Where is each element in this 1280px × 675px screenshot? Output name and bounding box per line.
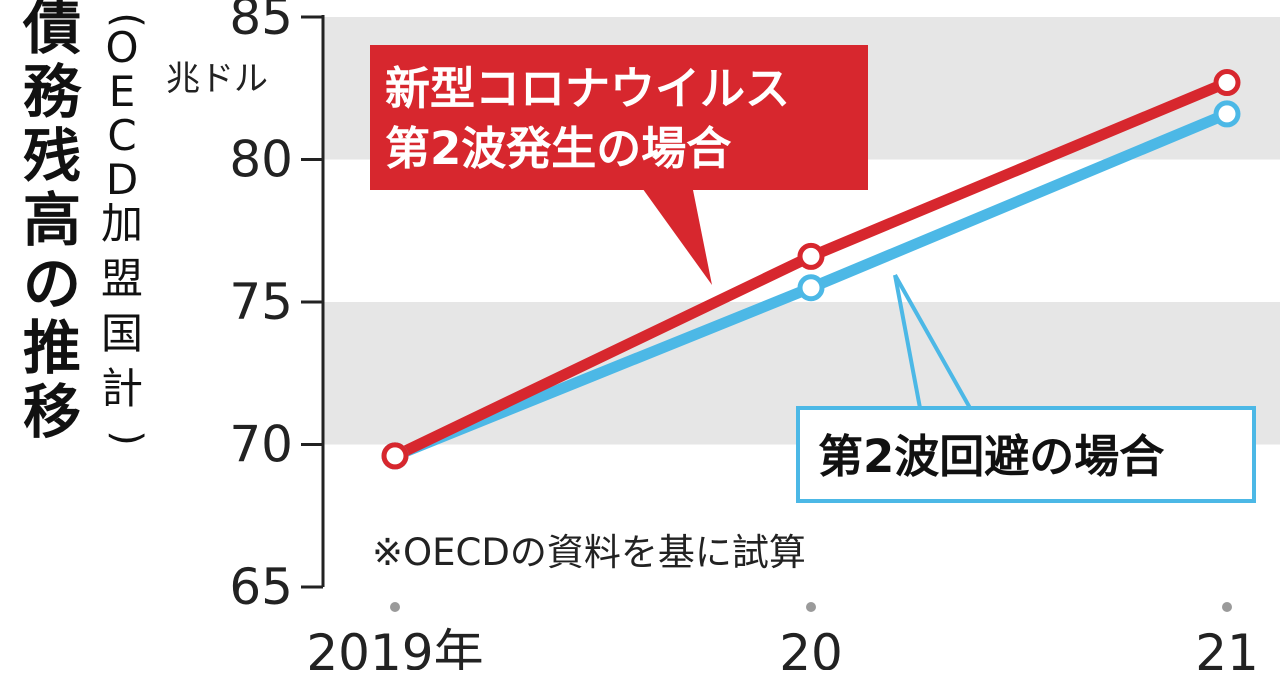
y-tick-label: 75 <box>229 273 293 331</box>
series-point <box>800 277 822 299</box>
chart-subtitle-char: C <box>107 111 136 160</box>
series-point <box>1216 72 1238 94</box>
source-note: ※OECDの資料を基に試算 <box>372 531 806 574</box>
chart-subtitle-char: 加 <box>101 199 143 248</box>
chart-title-char: 債 <box>22 0 81 62</box>
y-tick-label: 80 <box>229 131 293 189</box>
chart-title-char: 務 <box>23 58 82 126</box>
red-series-label: 新型コロナウイルス <box>385 62 790 115</box>
blue-series-label: 第2波回避の場合 <box>818 430 1164 483</box>
series-point <box>1216 103 1238 125</box>
x-tick-dot <box>390 602 400 612</box>
chart-subtitle-char: D <box>106 155 138 204</box>
chart-subtitle-char: ) <box>104 430 150 446</box>
y-tick-label: 65 <box>229 558 293 616</box>
chart-title-char: の <box>23 250 81 318</box>
series-point <box>800 245 822 267</box>
x-tick-dot <box>1222 602 1232 612</box>
y-tick-label: 85 <box>229 0 293 46</box>
unit-label: 兆ドル <box>166 59 268 99</box>
x-tick-dot <box>806 602 816 612</box>
y-tick-label: 70 <box>229 416 293 474</box>
chart-subtitle-char: E <box>109 67 136 116</box>
x-tick-label: 21 <box>1195 624 1259 670</box>
chart-title-char: 高 <box>23 186 81 254</box>
x-tick-label: 20 <box>779 624 843 670</box>
chart-title-char: 移 <box>23 378 81 446</box>
series-point <box>384 445 406 467</box>
x-tick-label: 2019年 <box>306 624 483 670</box>
chart-title-char: 推 <box>23 314 81 382</box>
chart-subtitle-char: 計 <box>101 364 143 413</box>
red-series-label: 第2波発生の場合 <box>385 122 731 175</box>
chart-subtitle-char: 盟 <box>101 254 143 303</box>
chart-subtitle-char: O <box>105 23 138 72</box>
chart-subtitle-char: 国 <box>101 309 143 358</box>
chart-title-char: 残 <box>23 122 81 190</box>
red-callout-pointer <box>640 185 712 285</box>
